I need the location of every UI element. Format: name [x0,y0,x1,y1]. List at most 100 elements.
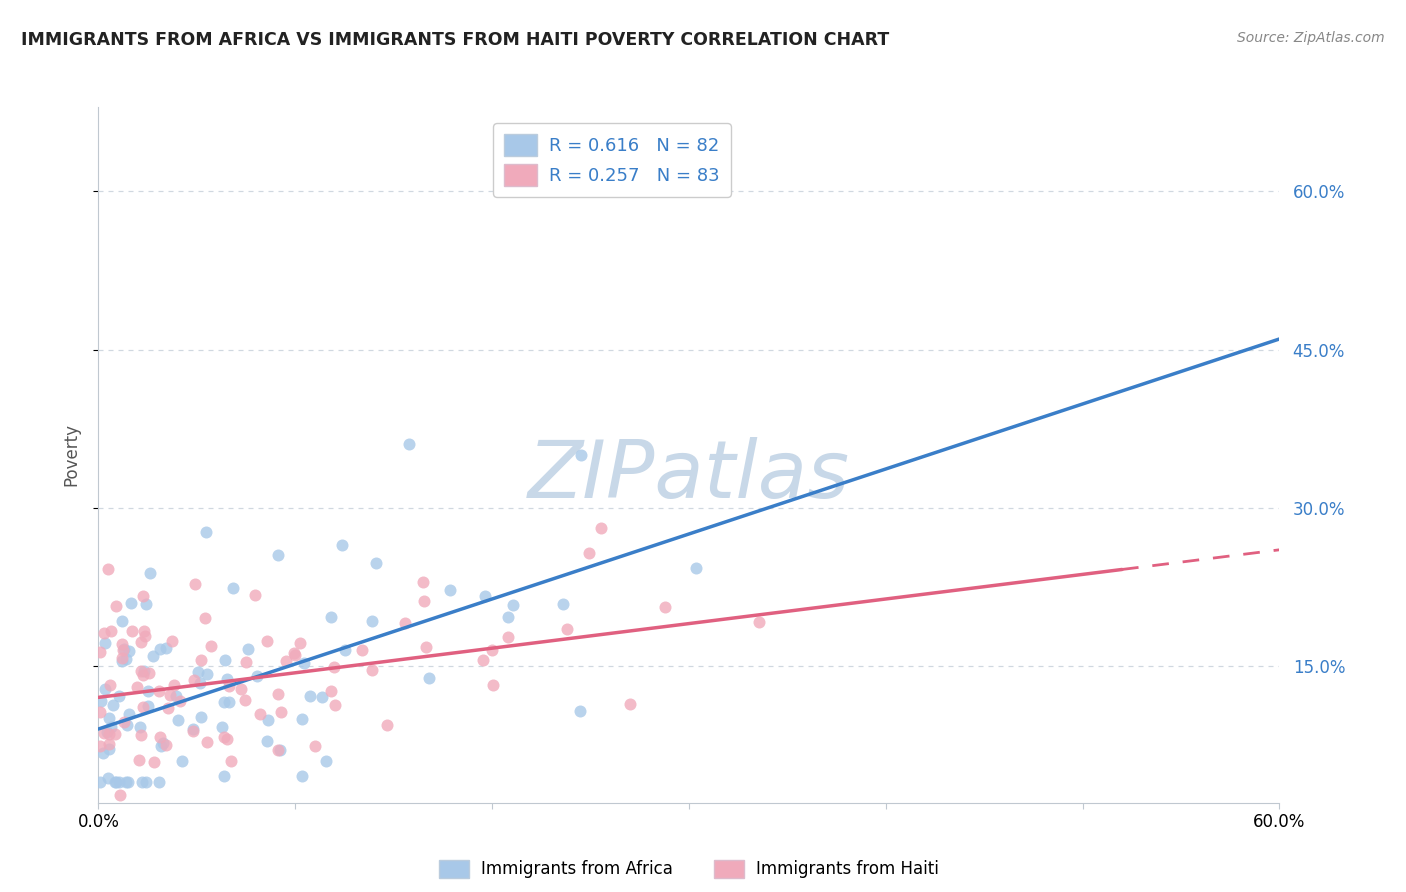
Point [195,735,218,749]
Point [217,672,239,686]
Point [100,720,122,734]
Point [256,733,278,747]
Point [148,683,170,698]
Point [256,633,278,648]
Point [222,581,245,595]
Point [98,678,121,692]
Point [299,689,322,703]
Point [118,644,141,658]
Point [172,754,194,768]
Point [96,724,118,739]
Point [111,651,134,665]
Point [129,665,152,679]
Point [108,689,131,703]
Point [361,614,384,628]
Point [482,677,505,691]
Y-axis label: Poverty: Poverty [62,424,80,486]
Point [97,771,120,785]
Point [190,710,212,724]
Point [142,648,165,663]
Point [218,695,240,709]
Point [115,652,138,666]
Point [181,722,204,736]
Point [131,589,153,603]
Point [219,754,242,768]
Point [267,687,290,701]
Point [249,707,271,722]
Point [157,700,180,714]
Point [551,597,574,611]
Point [498,630,520,644]
Point [138,665,160,680]
Point [481,643,503,657]
Point [415,640,437,654]
Point [283,646,305,660]
Point [292,656,315,670]
Point [569,448,592,462]
Point [218,679,240,693]
Point [274,654,297,668]
Point [270,705,292,719]
Point [100,624,122,638]
Point [149,730,172,744]
Point [194,611,217,625]
Point [112,642,135,657]
Point [135,597,157,611]
Point [654,599,676,614]
Point [685,561,707,575]
Point [214,653,236,667]
Point [132,664,155,678]
Point [200,639,222,653]
Point [104,727,127,741]
Point [291,712,314,726]
Point [184,577,207,591]
Point [167,713,190,727]
Point [474,589,496,603]
Point [132,667,155,681]
Point [89,774,111,789]
Point [267,548,290,562]
Point [352,643,374,657]
Point [90,694,112,708]
Point [120,596,142,610]
Point [94,635,117,649]
Point [321,609,343,624]
Point [110,637,132,651]
Point [105,774,128,789]
Point [439,583,461,598]
Point [311,690,333,704]
Point [398,437,420,451]
Point [619,697,641,711]
Point [148,774,170,789]
Point [111,614,134,628]
Point [118,706,141,721]
Point [321,684,343,698]
Point [496,610,519,624]
Point [139,566,162,580]
Text: Source: ZipAtlas.com: Source: ZipAtlas.com [1237,31,1385,45]
Point [97,561,120,575]
Point [98,742,121,756]
Point [195,524,218,539]
Point [121,624,143,638]
Point [236,642,259,657]
Point [98,711,121,725]
Point [212,694,235,708]
Point [269,743,291,757]
Point [129,634,152,648]
Point [111,654,134,668]
Point [127,680,149,694]
Point [129,728,152,742]
Point [134,624,156,638]
Point [568,704,591,718]
Point [243,588,266,602]
Point [211,720,233,734]
Point [304,739,326,754]
Point [412,574,434,589]
Point [190,653,212,667]
Point [93,726,115,740]
Point [149,641,172,656]
Point [101,698,124,712]
Point [128,720,150,734]
Point [267,743,290,757]
